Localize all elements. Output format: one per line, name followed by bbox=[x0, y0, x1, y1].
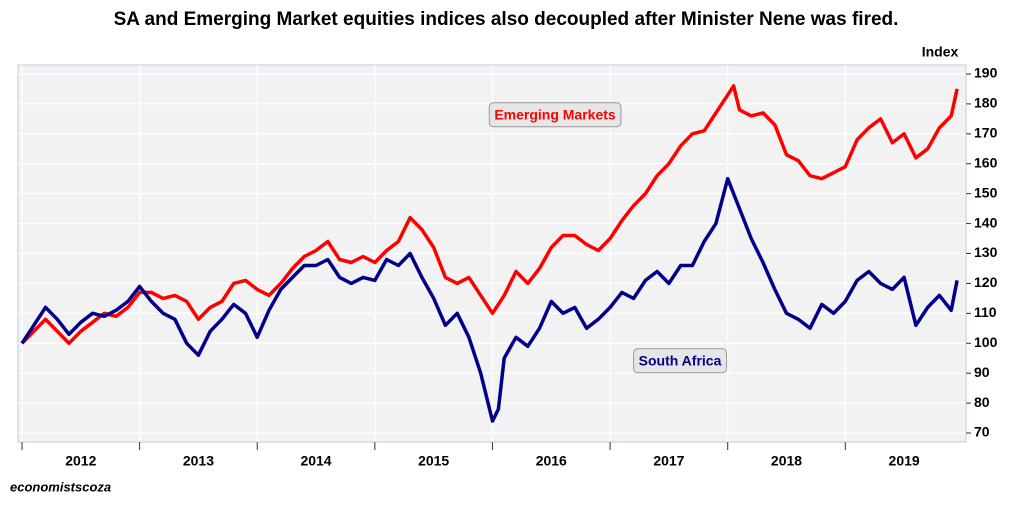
x-tick-label: 2016 bbox=[536, 453, 567, 469]
y-axis-label: Index bbox=[922, 44, 959, 60]
x-tick-label: 2017 bbox=[653, 453, 684, 469]
data-line bbox=[20, 84, 959, 346]
y-tick-label: 180 bbox=[974, 95, 998, 111]
y-tick-label: 170 bbox=[974, 125, 998, 141]
y-tick-label: 150 bbox=[974, 184, 998, 200]
y-tick-label: 190 bbox=[974, 65, 998, 81]
y-tick-label: 90 bbox=[974, 364, 990, 380]
y-tick-label: 130 bbox=[974, 244, 998, 260]
data-line bbox=[20, 176, 959, 423]
y-tick-label: 140 bbox=[974, 214, 998, 230]
legend-entry: South Africa bbox=[633, 348, 728, 374]
legend-label: Emerging Markets bbox=[494, 107, 616, 123]
y-tick-label: 160 bbox=[974, 154, 998, 170]
x-tick-label: 2012 bbox=[65, 453, 96, 469]
y-tick-label: 100 bbox=[974, 334, 998, 350]
chart-title: SA and Emerging Market equities indices … bbox=[114, 9, 899, 30]
legend-box bbox=[633, 348, 728, 374]
x-tick-label: 2014 bbox=[300, 453, 331, 469]
source: economistscoza bbox=[10, 479, 111, 494]
legend-box bbox=[488, 102, 622, 128]
legend-entry: Emerging Markets bbox=[488, 102, 622, 128]
x-tick-label: 2015 bbox=[418, 453, 449, 469]
y-tick-label: 70 bbox=[974, 424, 990, 440]
y-tick-label: 120 bbox=[974, 274, 998, 290]
x-tick-label: 2019 bbox=[889, 453, 920, 469]
y-tick-label: 80 bbox=[974, 394, 990, 410]
legend-label: South Africa bbox=[639, 353, 722, 369]
y-tick-label: 110 bbox=[974, 304, 997, 320]
x-tick-label: 2018 bbox=[771, 453, 802, 469]
x-tick-label: 2013 bbox=[183, 453, 214, 469]
